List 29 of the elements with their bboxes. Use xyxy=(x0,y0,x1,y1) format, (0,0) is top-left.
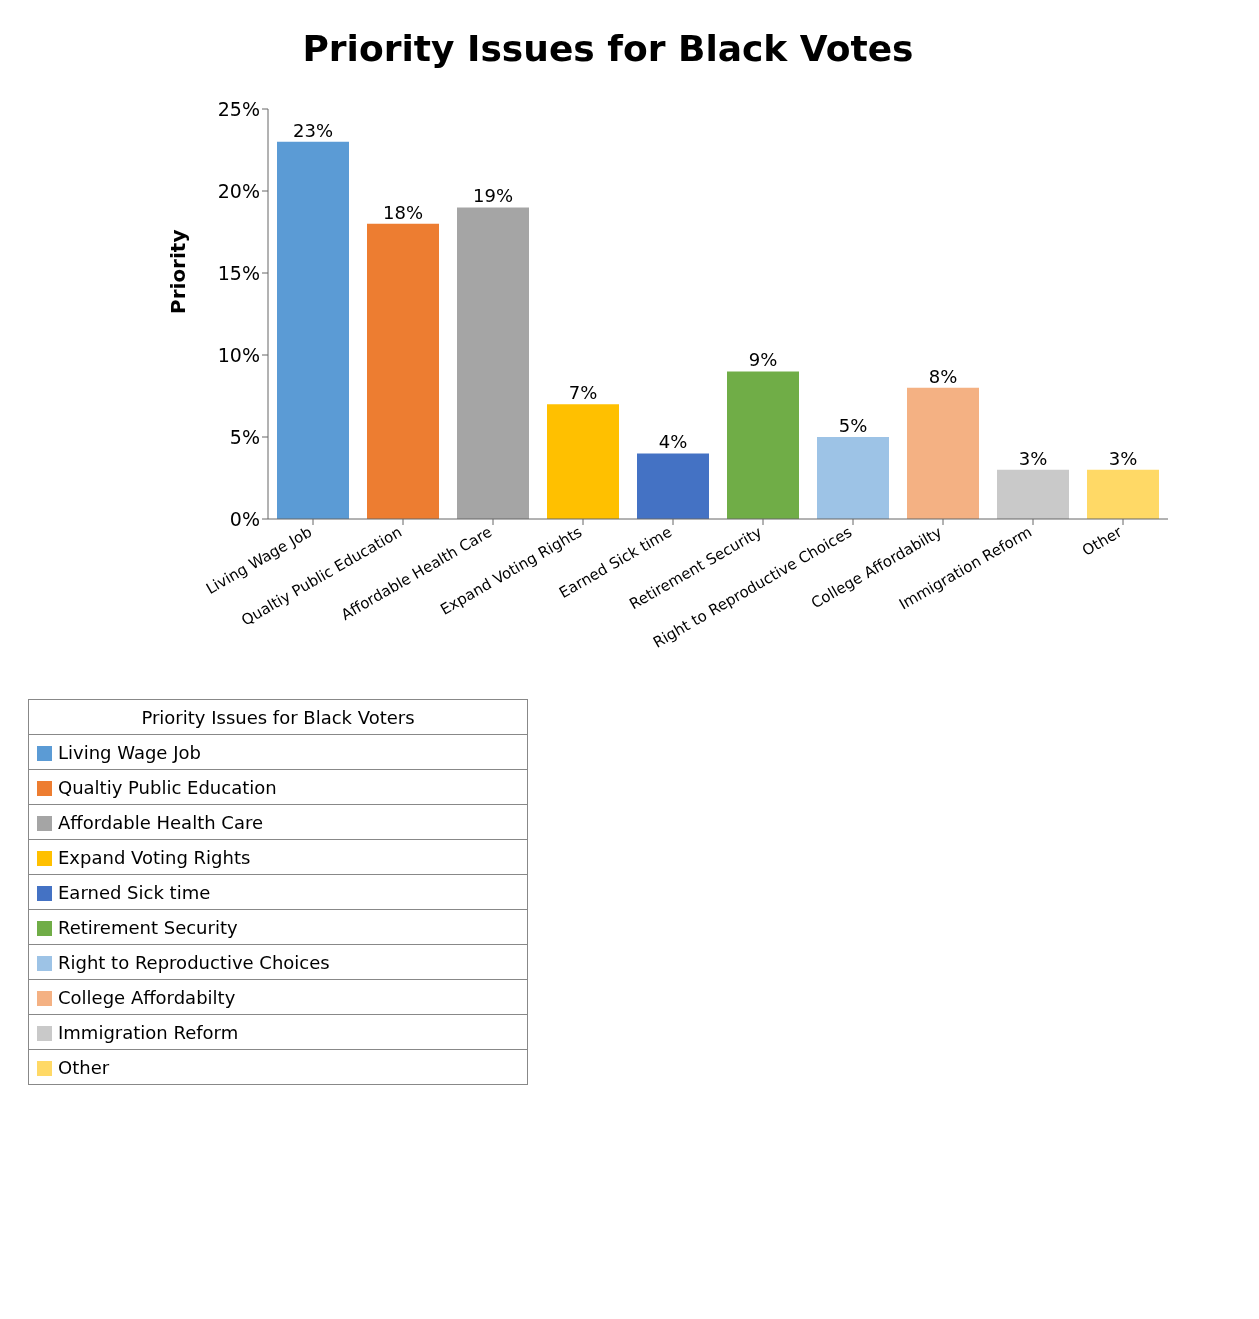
data-label: 23% xyxy=(292,119,334,141)
data-label: 8% xyxy=(928,365,958,387)
y-axis-title: Priority xyxy=(166,229,191,314)
text: Priority Issues for Black Voters xyxy=(28,699,528,735)
data-label: 3% xyxy=(1018,447,1048,469)
category-label: Earned Sick time xyxy=(58,881,211,903)
category-label: Right to Reproductive Choices xyxy=(58,951,330,973)
category-label: Expand Voting Rights xyxy=(58,846,251,868)
y-tick-label: 5% xyxy=(229,425,260,448)
data-label: 19% xyxy=(472,185,514,207)
category-label: Other xyxy=(58,1056,110,1078)
y-tick-label: 20% xyxy=(217,179,260,202)
category-label: Retirement Security xyxy=(58,916,238,938)
y-tick-label: 15% xyxy=(217,261,260,284)
data-label: 4% xyxy=(658,431,688,453)
data-label: 7% xyxy=(568,382,598,404)
data-label: 3% xyxy=(1108,447,1138,469)
data-label: 5% xyxy=(838,415,868,436)
category-label: Affordable Health Care xyxy=(58,811,263,833)
category-label: Living Wage Job xyxy=(58,741,201,763)
y-tick-label: 0% xyxy=(229,507,260,530)
y-tick-label: 25% xyxy=(217,97,260,120)
chart-title: Priority Issues for Black Votes xyxy=(301,27,915,71)
y-tick-label: 10% xyxy=(217,343,260,366)
data-label: 9% xyxy=(748,349,778,371)
category-label: Immigration Reform xyxy=(58,1021,239,1043)
category-label: Qualtiy Public Education xyxy=(58,776,277,798)
category-label: College Affordabilty xyxy=(58,986,236,1008)
data-label: 18% xyxy=(382,201,424,223)
